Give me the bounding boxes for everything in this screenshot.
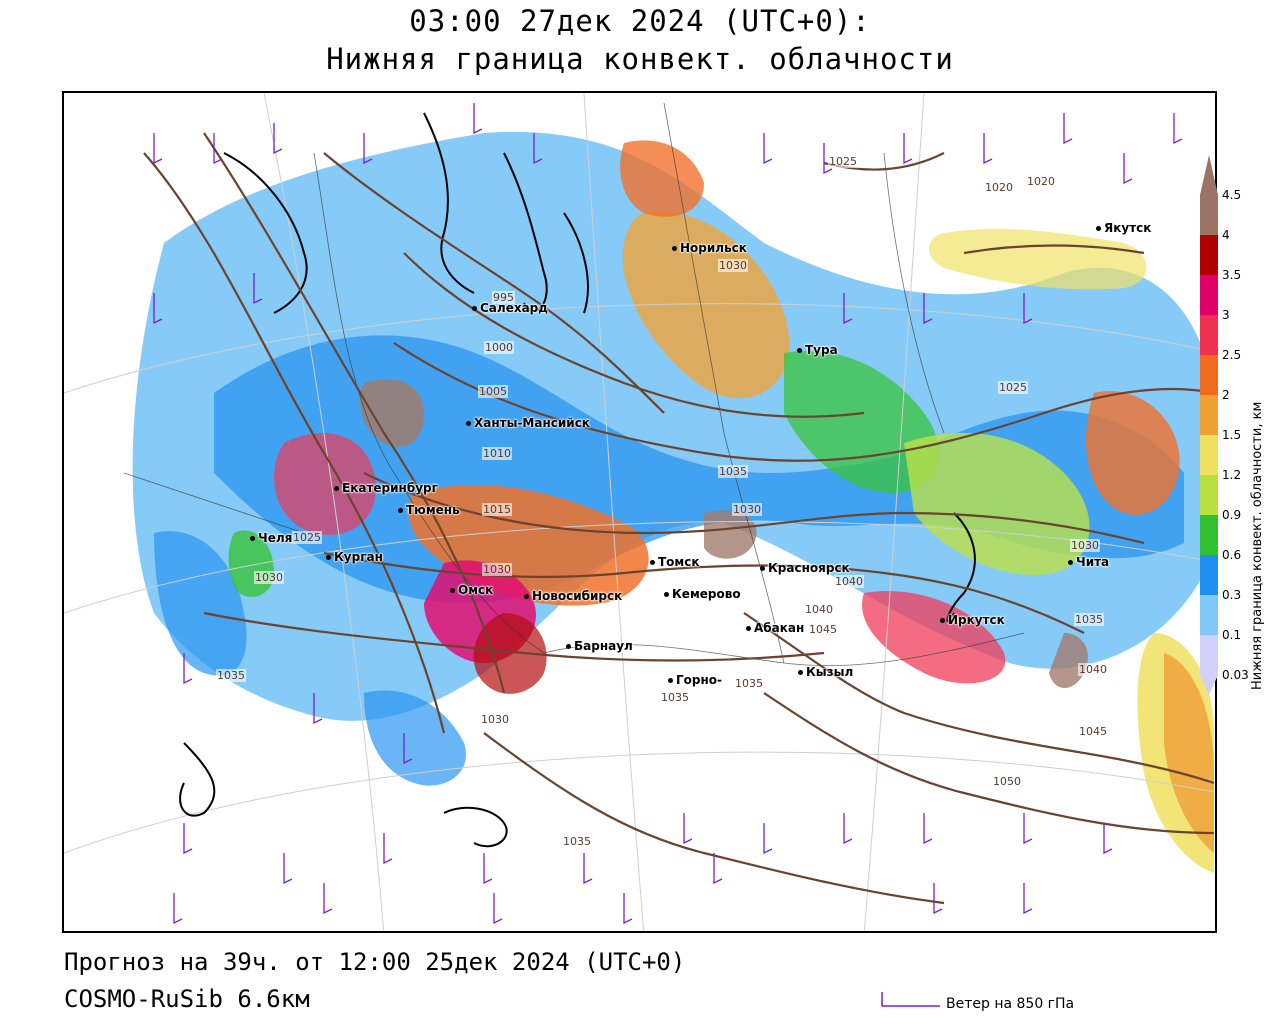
city-label-kyzyl: Кызыл xyxy=(798,665,853,679)
city-label-novosibirsk: Новосибирск xyxy=(524,589,622,603)
isobar-label: 1035 xyxy=(562,835,592,848)
isobar-label: 1040 xyxy=(1078,663,1108,676)
colorbar-title: Нижняя граница конвект. облачности, км xyxy=(1250,401,1265,690)
isobar-label: 1025 xyxy=(998,381,1028,394)
colorbar-tick-label: 4 xyxy=(1222,228,1230,242)
colorbar-arrow-top xyxy=(1200,155,1218,195)
isobar-label: 995 xyxy=(492,291,515,304)
isobar-label: 1035 xyxy=(1074,613,1104,626)
map-title-parameter: Нижняя граница конвект. облачности xyxy=(326,42,954,76)
isobar-label: 1030 xyxy=(480,713,510,726)
colorbar-tick-label: 3.5 xyxy=(1222,268,1242,282)
isobar-label: 1035 xyxy=(734,677,764,690)
colorbar-bin xyxy=(1200,355,1218,395)
city-label-salekhard: Салехард xyxy=(472,301,548,315)
colorbar-bin xyxy=(1200,395,1218,435)
isobar-label: 1020 xyxy=(984,181,1014,194)
isobar-label: 1020 xyxy=(1026,175,1056,188)
colorbar-tick-label: 0.9 xyxy=(1222,508,1242,522)
colorbar-tick-label: 2.5 xyxy=(1222,348,1242,362)
admin-borders xyxy=(123,102,1025,667)
isobars xyxy=(143,132,1215,905)
city-label-tomsk: Томск xyxy=(650,555,700,569)
isobar-label: 1025 xyxy=(828,155,858,168)
isobar-label: 1035 xyxy=(216,669,246,682)
wind-barbs xyxy=(153,103,1183,925)
city-label-tura: Тура xyxy=(797,343,838,357)
wind-legend-label: Ветер на 850 гПа xyxy=(946,996,1075,1012)
colorbar-bin xyxy=(1200,195,1218,235)
map-canvas xyxy=(64,93,1215,931)
wind-barb-legend-icon xyxy=(881,992,940,1007)
city-label-chita: Чита xyxy=(1068,555,1109,569)
colorbar-tick-label: 0.03 xyxy=(1222,668,1249,682)
colorbar-arrow-bottom xyxy=(1200,675,1218,695)
isobar-label: 1005 xyxy=(478,385,508,398)
colorbar-tick-label: 2 xyxy=(1222,388,1230,402)
colorbar-tick-label: 3 xyxy=(1222,308,1230,322)
isobar-label: 1030 xyxy=(1070,539,1100,552)
colorbar-bin xyxy=(1200,635,1218,675)
colorbar-tick-label: 0.6 xyxy=(1222,548,1242,562)
city-label-norilsk: Норильск xyxy=(672,241,747,255)
colorbar-bin xyxy=(1200,435,1218,475)
colorbar-bin xyxy=(1200,475,1218,515)
isobar-label: 1030 xyxy=(482,563,512,576)
city-label-chelyabinsk: Челя xyxy=(250,531,292,545)
colorbar xyxy=(1200,155,1218,695)
city-label-irkutsk: Иркутск xyxy=(940,613,1005,627)
isobar-label: 1040 xyxy=(804,603,834,616)
colorbar-bin xyxy=(1200,315,1218,355)
colorbar-tick-label: 1.2 xyxy=(1222,468,1242,482)
forecast-map: Якутск Норильск Салехард Тура Ханты-Манс… xyxy=(62,91,1217,933)
isobar-label: 1040 xyxy=(834,575,864,588)
city-label-yekaterinburg: Екатеринбург xyxy=(334,481,438,495)
city-label-yakutsk: Якутск xyxy=(1096,221,1151,235)
city-label-kemerovo: Кемерово xyxy=(664,587,741,601)
model-name: COSMO-RuSib 6.6км xyxy=(64,985,310,1013)
isobar-label: 1010 xyxy=(482,447,512,460)
city-label-barnaul: Барнаул xyxy=(566,639,633,653)
isobar-label: 1045 xyxy=(1078,725,1108,738)
colorbar-bin xyxy=(1200,595,1218,635)
colorbar-bin xyxy=(1200,235,1218,275)
city-label-krasnoyarsk: Красноярск xyxy=(760,561,850,575)
city-label-kurgan: Курган xyxy=(326,550,383,564)
colorbar-tick-label: 0.3 xyxy=(1222,588,1242,602)
colorbar-tick-label: 0.1 xyxy=(1222,628,1242,642)
city-label-khanty-mansiysk: Ханты-Мансийск xyxy=(466,416,590,430)
isobar-label: 1030 xyxy=(718,259,748,272)
graticule xyxy=(64,93,1215,931)
city-label-abakan: Абакан xyxy=(746,621,804,635)
isobar-label: 1050 xyxy=(992,775,1022,788)
isobar-label: 1035 xyxy=(660,691,690,704)
isobar-label: 1035 xyxy=(718,465,748,478)
isobar-label: 1045 xyxy=(808,623,838,636)
colorbar-tick-label: 4.5 xyxy=(1222,188,1242,202)
map-title-time: 03:00 27дек 2024 (UTC+0): xyxy=(409,4,871,38)
colorbar-bin xyxy=(1200,515,1218,555)
isobar-label: 1000 xyxy=(484,341,514,354)
city-label-omsk: Омск xyxy=(450,583,493,597)
isobar-label: 1030 xyxy=(254,571,284,584)
colorbar-bin xyxy=(1200,555,1218,595)
colorbar-tick-label: 1.5 xyxy=(1222,428,1242,442)
isobar-label: 1030 xyxy=(732,503,762,516)
colorbar-bin xyxy=(1200,275,1218,315)
isobar-label: 1015 xyxy=(482,503,512,516)
city-label-gorno-altaysk: Горно- xyxy=(668,673,722,687)
isobar-label: 1025 xyxy=(292,531,322,544)
city-label-tyumen: Тюмень xyxy=(398,503,460,517)
forecast-run-info: Прогноз на 39ч. от 12:00 25дек 2024 (UTC… xyxy=(64,948,686,976)
